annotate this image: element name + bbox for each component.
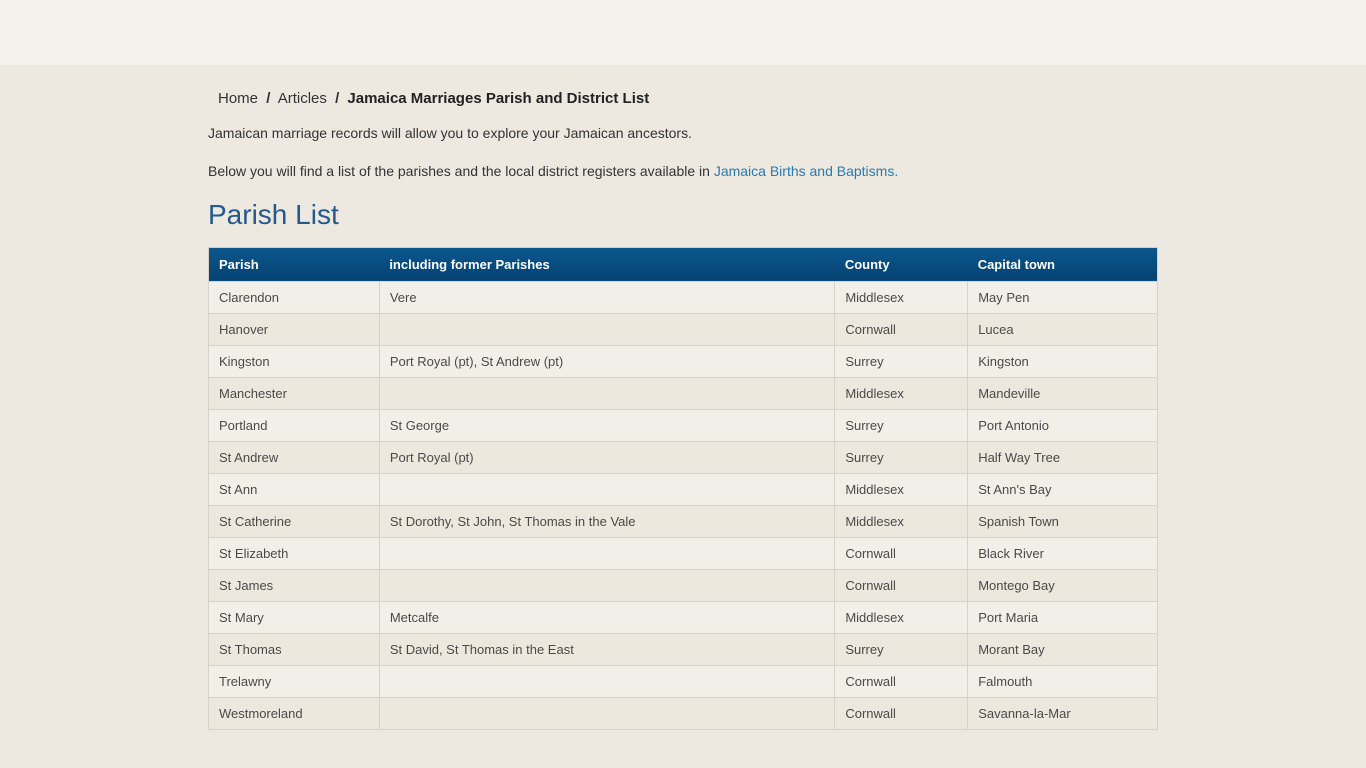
col-parish: Parish [209,247,380,281]
intro-p2-text: Below you will find a list of the parish… [208,163,714,179]
table-cell: Black River [968,537,1158,569]
table-cell: St James [209,569,380,601]
breadcrumb-current: Jamaica Marriages Parish and District Li… [347,90,649,107]
table-cell: Middlesex [835,505,968,537]
table-cell: Port Royal (pt) [379,441,835,473]
table-cell: Morant Bay [968,633,1158,665]
table-cell: Middlesex [835,281,968,313]
table-cell: Cornwall [835,569,968,601]
table-row: St James CornwallMontego Bay [209,569,1158,601]
table-cell: May Pen [968,281,1158,313]
table-row: St CatherineSt Dorothy, St John, St Thom… [209,505,1158,537]
breadcrumb-separator: / [335,90,339,107]
table-cell: Metcalfe [379,601,835,633]
table-cell: Cornwall [835,313,968,345]
table-cell: Trelawny [209,665,380,697]
table-row: Manchester MiddlesexMandeville [209,377,1158,409]
table-cell: St Andrew [209,441,380,473]
table-row: St Elizabeth CornwallBlack River [209,537,1158,569]
table-cell: Middlesex [835,601,968,633]
intro-paragraph-1: Jamaican marriage records will allow you… [208,122,1158,144]
table-body: ClarendonVereMiddlesexMay PenHanoverCorn… [209,281,1158,729]
table-cell: Cornwall [835,697,968,729]
table-cell: Port Royal (pt), St Andrew (pt) [379,345,835,377]
table-cell: Savanna-la-Mar [968,697,1158,729]
table-cell: Montego Bay [968,569,1158,601]
table-cell: Clarendon [209,281,380,313]
table-cell [379,473,835,505]
table-header-row: Parish including former Parishes County … [209,247,1158,281]
table-cell: St Mary [209,601,380,633]
table-row: St ThomasSt David, St Thomas in the East… [209,633,1158,665]
table-cell: Kingston [968,345,1158,377]
table-cell [379,569,835,601]
col-capital-town: Capital town [968,247,1158,281]
main-container: Home / Articles / Jamaica Marriages Pari… [198,65,1168,730]
col-former-parishes: including former Parishes [379,247,835,281]
table-cell: Surrey [835,633,968,665]
top-banner [0,0,1366,65]
table-cell: Falmouth [968,665,1158,697]
table-cell: Lucea [968,313,1158,345]
breadcrumb-home[interactable]: Home [218,90,258,107]
table-cell: Port Antonio [968,409,1158,441]
table-cell [379,377,835,409]
table-cell: Port Maria [968,601,1158,633]
breadcrumb-separator: / [266,90,270,107]
table-cell [379,537,835,569]
table-cell: Spanish Town [968,505,1158,537]
table-cell: Vere [379,281,835,313]
table-cell: Surrey [835,409,968,441]
breadcrumb: Home / Articles / Jamaica Marriages Pari… [208,65,1158,122]
table-cell: St Catherine [209,505,380,537]
table-cell [379,697,835,729]
table-cell: Mandeville [968,377,1158,409]
table-row: ClarendonVereMiddlesexMay Pen [209,281,1158,313]
table-cell [379,313,835,345]
table-cell: St David, St Thomas in the East [379,633,835,665]
table-row: KingstonPort Royal (pt), St Andrew (pt)S… [209,345,1158,377]
table-cell: St Thomas [209,633,380,665]
intro-paragraph-2: Below you will find a list of the parish… [208,160,1158,182]
table-cell: Hanover [209,313,380,345]
table-cell: Westmoreland [209,697,380,729]
table-cell: Middlesex [835,473,968,505]
table-row: PortlandSt GeorgeSurreyPort Antonio [209,409,1158,441]
table-cell [379,665,835,697]
table-row: St MaryMetcalfeMiddlesexPort Maria [209,601,1158,633]
parish-table: Parish including former Parishes County … [208,247,1158,730]
table-cell: St Dorothy, St John, St Thomas in the Va… [379,505,835,537]
table-row: St Ann MiddlesexSt Ann's Bay [209,473,1158,505]
table-cell: Manchester [209,377,380,409]
table-cell: Kingston [209,345,380,377]
table-cell: St Ann [209,473,380,505]
table-cell: Cornwall [835,665,968,697]
table-cell: Middlesex [835,377,968,409]
section-title: Parish List [208,199,1158,231]
table-row: St AndrewPort Royal (pt)SurreyHalf Way T… [209,441,1158,473]
table-cell: Half Way Tree [968,441,1158,473]
table-cell: St George [379,409,835,441]
jamaica-births-link[interactable]: Jamaica Births and Baptisms. [714,163,898,179]
table-row: Trelawny CornwallFalmouth [209,665,1158,697]
table-cell: Surrey [835,345,968,377]
breadcrumb-articles[interactable]: Articles [278,90,327,107]
table-row: Hanover CornwallLucea [209,313,1158,345]
col-county: County [835,247,968,281]
table-cell: St Elizabeth [209,537,380,569]
table-row: Westmoreland CornwallSavanna-la-Mar [209,697,1158,729]
table-cell: Cornwall [835,537,968,569]
table-cell: Portland [209,409,380,441]
table-cell: Surrey [835,441,968,473]
table-cell: St Ann's Bay [968,473,1158,505]
